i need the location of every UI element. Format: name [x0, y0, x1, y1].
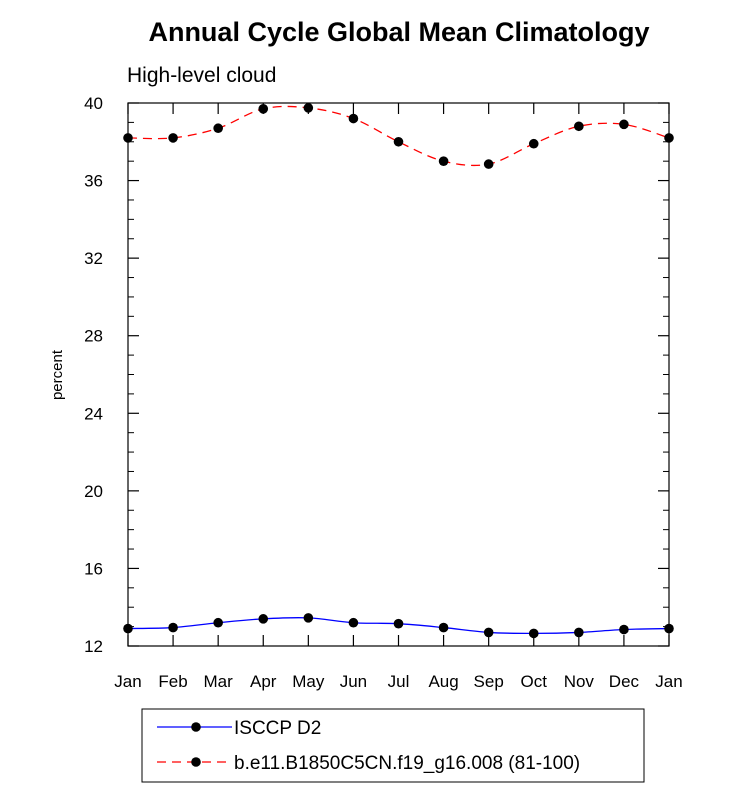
data-point: [213, 617, 223, 628]
data-point: [168, 622, 178, 633]
data-point: [619, 624, 629, 635]
data-point: [574, 627, 584, 638]
data-point: [258, 104, 269, 114]
y-tick-label: 16: [84, 559, 103, 578]
series-layer: [123, 103, 674, 639]
legend-label-0: ISCCP D2: [234, 718, 321, 739]
axis-ticks: 12 16 20 24 28 32 36 40 Jan Feb Mar Apr May Jun Jul Aug…: [84, 94, 683, 691]
x-tick-label: Sep: [474, 672, 504, 691]
chart-title: Annual Cycle Global Mean Climatology: [148, 17, 649, 47]
data-point: [213, 123, 223, 134]
y-tick-label: 40: [84, 94, 103, 113]
x-tick-label: Jan: [655, 672, 682, 691]
y-tick-label: 12: [84, 637, 103, 656]
y-tick-label: 28: [84, 327, 103, 346]
data-point: [348, 113, 359, 124]
legend-marker-0: [191, 722, 201, 732]
data-point: [258, 614, 269, 624]
data-point: [168, 133, 178, 143]
data-point: [348, 617, 359, 628]
data-point: [438, 622, 449, 633]
y-tick-label: 24: [84, 404, 103, 423]
data-point: [303, 103, 314, 113]
x-tick-label: Dec: [609, 672, 640, 691]
y-tick-label: 20: [84, 482, 103, 501]
legend-label-1: b.e11.B1850C5CN.f19_g16.008 (81-100): [234, 753, 580, 774]
y-tick-label: 32: [84, 249, 103, 268]
data-point: [393, 136, 404, 147]
x-tick-label: Oct: [521, 672, 548, 691]
x-tick-label: Jan: [114, 672, 141, 691]
x-tick-label: Nov: [564, 672, 595, 691]
x-tick-label: Apr: [250, 672, 277, 691]
y-axis-label: percent: [49, 349, 66, 400]
data-point: [574, 121, 584, 132]
data-point: [303, 613, 314, 623]
x-tick-label: Jun: [340, 672, 367, 691]
x-tick-label: Jul: [388, 672, 410, 691]
data-point: [438, 156, 449, 166]
plot-frame: [127, 102, 670, 647]
legend-marker-1: [191, 757, 201, 767]
legend: ISCCP D2 b.e11.B1850C5CN.f19_g16.008 (81-…: [141, 708, 645, 783]
x-tick-label: Feb: [158, 672, 187, 691]
data-point: [483, 627, 494, 638]
y-tick-label: 36: [84, 172, 103, 191]
data-point: [528, 138, 539, 149]
x-tick-label: May: [292, 672, 325, 691]
data-point: [528, 628, 539, 639]
data-point: [393, 618, 404, 629]
data-point: [619, 119, 629, 130]
x-tick-label: Mar: [204, 672, 234, 691]
chart-subtitle: High-level cloud: [127, 64, 276, 87]
data-point: [483, 159, 494, 169]
x-tick-label: Aug: [428, 672, 458, 691]
legend-box: [141, 708, 645, 783]
series-line-1: [127, 105, 670, 167]
